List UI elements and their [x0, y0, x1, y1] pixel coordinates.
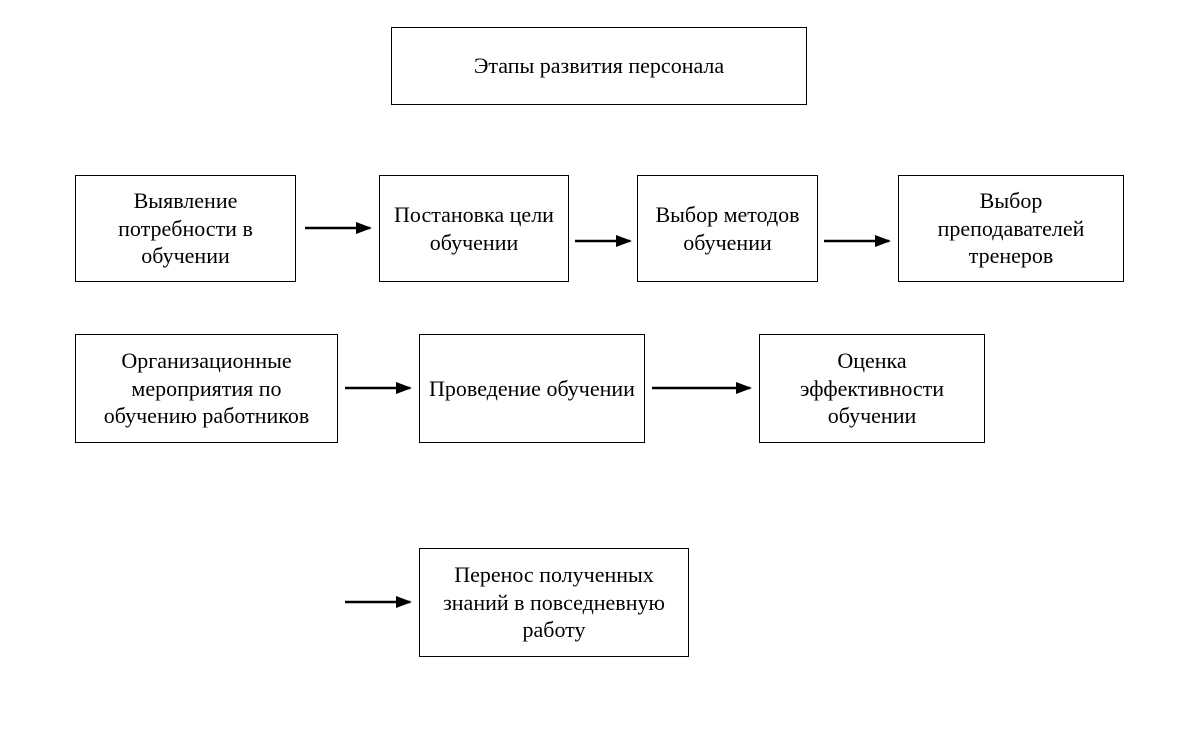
- arrow-e1: [0, 0, 1200, 748]
- flowchart-canvas: Этапы развития персонала Выявление потре…: [0, 0, 1200, 748]
